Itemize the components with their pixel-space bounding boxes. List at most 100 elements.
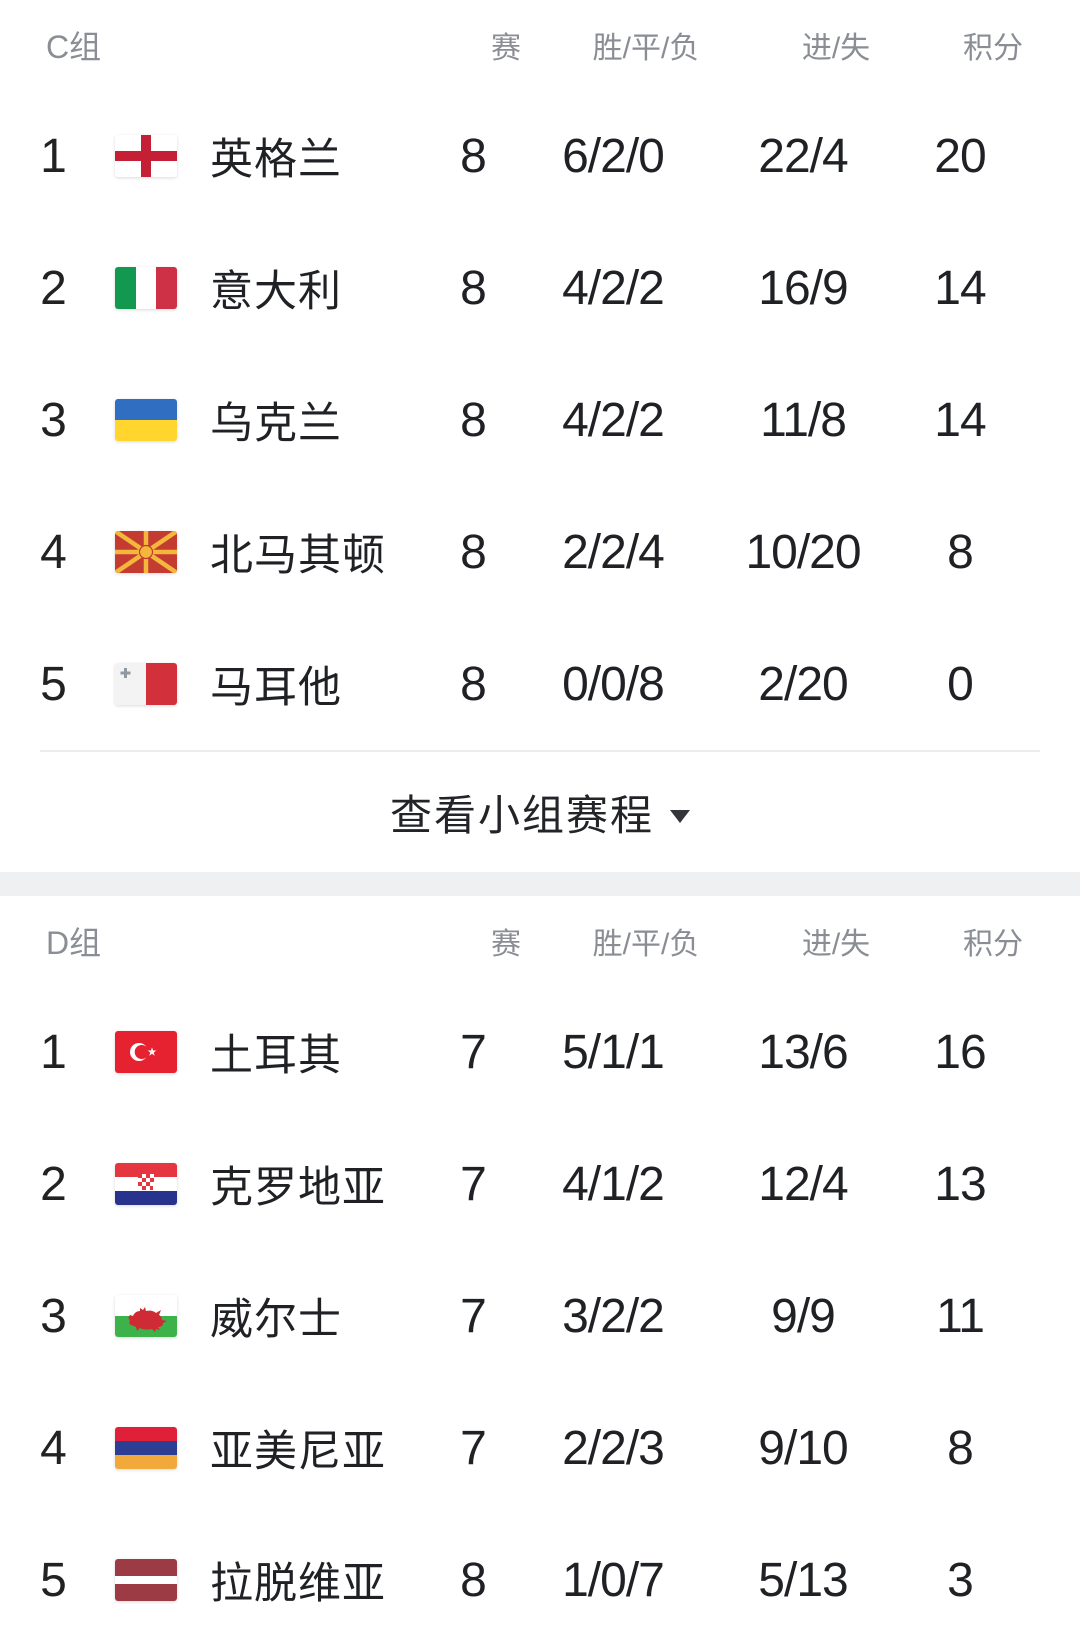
wdl-value: 2/2/3 bbox=[562, 1421, 665, 1475]
column-played-label: 赛 bbox=[491, 32, 521, 65]
column-wdl-label: 胜/平/负 bbox=[592, 928, 700, 961]
wdl-value: 3/2/2 bbox=[562, 1289, 665, 1343]
points-value: 16 bbox=[934, 1025, 986, 1079]
group-rows: 1 土耳其 7 5/1/1 13/6 16 2 克罗地亚 7 4/1/2 12/4 13 3 威尔士 7 3/… bbox=[0, 986, 1080, 1646]
goals-value: 11/8 bbox=[760, 393, 847, 447]
team-name-label: 土耳其 bbox=[210, 1032, 342, 1080]
played-value: 8 bbox=[460, 129, 487, 183]
north-macedonia-flag-icon bbox=[115, 531, 177, 573]
goals-value: 13/6 bbox=[758, 1025, 848, 1079]
rank-label: 1 bbox=[40, 1025, 67, 1079]
goals-value: 9/9 bbox=[771, 1289, 836, 1343]
rank-label: 2 bbox=[40, 261, 67, 315]
team-name-label: 乌克兰 bbox=[210, 400, 342, 448]
standings-page: C组 赛 胜/平/负 进/失 积分 1 英格兰 8 6/2/0 22/4 20 2 意大利 8 4… bbox=[0, 0, 1080, 1608]
points-value: 20 bbox=[934, 129, 986, 183]
points-value: 14 bbox=[934, 261, 986, 315]
wdl-value: 1/0/7 bbox=[562, 1553, 665, 1607]
rank-label: 1 bbox=[40, 129, 67, 183]
view-group-schedule-button[interactable]: 查看小组赛程 bbox=[384, 781, 696, 844]
goals-value: 12/4 bbox=[758, 1157, 848, 1211]
rank-label: 2 bbox=[40, 1157, 67, 1211]
wdl-value: 4/2/2 bbox=[562, 261, 665, 315]
points-value: 14 bbox=[934, 393, 986, 447]
team-name-label: 拉脱维亚 bbox=[210, 1560, 386, 1608]
wdl-value: 2/2/4 bbox=[562, 525, 665, 579]
points-value: 11 bbox=[936, 1289, 985, 1343]
table-row[interactable]: 3 乌克兰 8 4/2/2 11/8 14 bbox=[0, 354, 1080, 486]
column-goals-label: 进/失 bbox=[801, 32, 871, 65]
team-name-label: 亚美尼亚 bbox=[210, 1428, 386, 1476]
points-value: 8 bbox=[947, 1421, 974, 1475]
group-rows: 1 英格兰 8 6/2/0 22/4 20 2 意大利 8 4/2/2 16/9 14 3 乌克兰 8 4/2… bbox=[0, 90, 1080, 750]
table-row[interactable]: 1 英格兰 8 6/2/0 22/4 20 bbox=[0, 90, 1080, 222]
points-value: 8 bbox=[947, 525, 974, 579]
chevron-down-icon bbox=[670, 809, 690, 823]
table-row[interactable]: 5 马耳他 8 0/0/8 2/20 0 bbox=[0, 618, 1080, 750]
goals-value: 9/10 bbox=[758, 1421, 848, 1475]
table-row[interactable]: 4 亚美尼亚 7 2/2/3 9/10 8 bbox=[0, 1382, 1080, 1514]
table-row[interactable]: 3 威尔士 7 3/2/2 9/9 11 bbox=[0, 1250, 1080, 1382]
points-value: 13 bbox=[934, 1157, 986, 1211]
wdl-value: 4/1/2 bbox=[562, 1157, 665, 1211]
goals-value: 22/4 bbox=[758, 129, 848, 183]
column-points-label: 积分 bbox=[963, 32, 1023, 65]
wdl-value: 6/2/0 bbox=[562, 129, 665, 183]
played-value: 8 bbox=[460, 657, 487, 711]
goals-value: 10/20 bbox=[745, 525, 861, 579]
rank-label: 5 bbox=[40, 1553, 67, 1607]
table-row[interactable]: 4 北马其顿 8 2/2/4 10/20 8 bbox=[0, 486, 1080, 618]
rank-label: 4 bbox=[40, 1421, 67, 1475]
row-divider bbox=[40, 750, 1040, 752]
played-value: 7 bbox=[460, 1289, 487, 1343]
played-value: 8 bbox=[460, 1553, 487, 1607]
group-c-section: C组 赛 胜/平/负 进/失 积分 1 英格兰 8 6/2/0 22/4 20 2 意大利 8 4… bbox=[0, 0, 1080, 872]
team-name-label: 北马其顿 bbox=[210, 532, 386, 580]
played-value: 8 bbox=[460, 261, 487, 315]
team-name-label: 意大利 bbox=[210, 268, 342, 316]
rank-label: 3 bbox=[40, 1289, 67, 1343]
column-wdl-label: 胜/平/负 bbox=[592, 32, 700, 65]
section-divider-band bbox=[0, 872, 1080, 896]
group-name-label: C组 bbox=[46, 29, 102, 65]
team-name-label: 克罗地亚 bbox=[210, 1164, 386, 1212]
wdl-value: 5/1/1 bbox=[562, 1025, 665, 1079]
group-d-section: D组 赛 胜/平/负 进/失 积分 1 土耳其 7 5/1/1 13/6 16 2 克罗地亚 7… bbox=[0, 896, 1080, 1646]
croatia-flag-icon bbox=[115, 1163, 177, 1205]
column-played-label: 赛 bbox=[491, 928, 521, 961]
view-group-schedule-label: 查看小组赛程 bbox=[389, 791, 654, 839]
latvia-flag-icon bbox=[115, 1559, 177, 1601]
goals-value: 16/9 bbox=[758, 261, 848, 315]
goals-value: 5/13 bbox=[758, 1553, 848, 1607]
schedule-button-area: 查看小组赛程 bbox=[0, 752, 1080, 872]
armenia-flag-icon bbox=[115, 1427, 177, 1469]
rank-label: 5 bbox=[40, 657, 67, 711]
played-value: 7 bbox=[460, 1421, 487, 1475]
rank-label: 3 bbox=[40, 393, 67, 447]
played-value: 7 bbox=[460, 1157, 487, 1211]
wales-flag-icon bbox=[115, 1295, 177, 1337]
group-header: C组 赛 胜/平/负 进/失 积分 bbox=[0, 0, 1080, 90]
points-value: 3 bbox=[947, 1553, 974, 1607]
table-row[interactable]: 1 土耳其 7 5/1/1 13/6 16 bbox=[0, 986, 1080, 1118]
goals-value: 2/20 bbox=[758, 657, 848, 711]
played-value: 7 bbox=[460, 1025, 487, 1079]
table-row[interactable]: 2 意大利 8 4/2/2 16/9 14 bbox=[0, 222, 1080, 354]
wdl-value: 4/2/2 bbox=[562, 393, 665, 447]
wdl-value: 0/0/8 bbox=[562, 657, 665, 711]
table-row[interactable]: 5 拉脱维亚 8 1/0/7 5/13 3 bbox=[0, 1514, 1080, 1646]
italy-flag-icon bbox=[115, 267, 177, 309]
played-value: 8 bbox=[460, 525, 487, 579]
turkey-flag-icon bbox=[115, 1031, 177, 1073]
england-flag-icon bbox=[115, 135, 177, 177]
group-name-label: D组 bbox=[46, 925, 102, 961]
malta-flag-icon bbox=[115, 663, 177, 705]
team-name-label: 威尔士 bbox=[210, 1296, 342, 1344]
group-header: D组 赛 胜/平/负 进/失 积分 bbox=[0, 896, 1080, 986]
column-points-label: 积分 bbox=[963, 928, 1023, 961]
table-row[interactable]: 2 克罗地亚 7 4/1/2 12/4 13 bbox=[0, 1118, 1080, 1250]
column-goals-label: 进/失 bbox=[801, 928, 871, 961]
points-value: 0 bbox=[947, 657, 974, 711]
ukraine-flag-icon bbox=[115, 399, 177, 441]
team-name-label: 英格兰 bbox=[210, 136, 342, 184]
